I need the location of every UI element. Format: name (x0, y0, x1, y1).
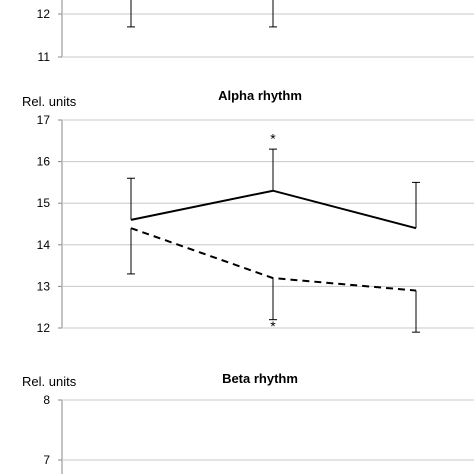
y-tick-label: 12 (37, 7, 51, 21)
y-axis-label: Rel. units (22, 94, 77, 109)
series-line-solid (130, 189, 417, 230)
y-tick-label: 17 (37, 113, 51, 127)
y-tick-label: 11 (38, 50, 51, 64)
y-axis-label: Rel. units (22, 374, 77, 389)
significance-asterisk: * (270, 131, 276, 147)
y-tick-label: 12 (37, 321, 51, 335)
y-tick-label: 8 (43, 393, 50, 407)
chart-title: Beta rhythm (222, 371, 298, 386)
beta-rhythm-panel: Beta rhythm Rel. units 7 8 (22, 371, 474, 474)
chart-title: Alpha rhythm (218, 88, 302, 103)
y-tick-label: 15 (37, 196, 51, 210)
y-tick-label: 16 (37, 155, 51, 169)
significance-asterisk: * (270, 318, 276, 334)
y-tick-label: 13 (37, 279, 51, 293)
top-panel: 11 12 (37, 0, 474, 64)
alpha-rhythm-panel: Alpha rhythm Rel. units 12 13 14 15 16 17 * * (22, 88, 474, 335)
y-tick-label: 7 (43, 453, 50, 467)
y-tick-label: 14 (37, 238, 51, 252)
